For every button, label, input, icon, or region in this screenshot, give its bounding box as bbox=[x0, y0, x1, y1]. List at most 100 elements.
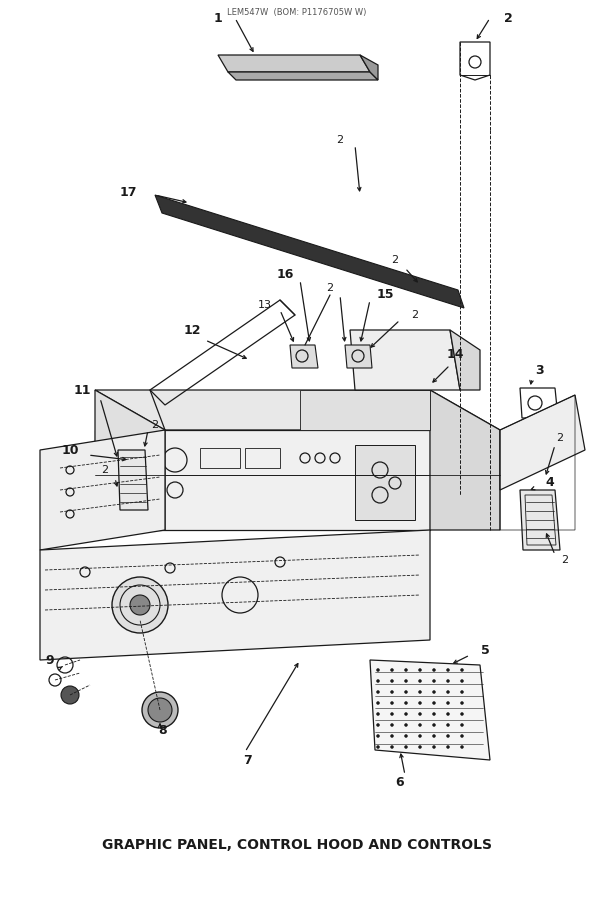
Circle shape bbox=[418, 701, 421, 705]
Circle shape bbox=[377, 713, 380, 716]
Polygon shape bbox=[520, 490, 560, 550]
Polygon shape bbox=[95, 430, 430, 530]
Text: GRAPHIC PANEL, CONTROL HOOD AND CONTROLS: GRAPHIC PANEL, CONTROL HOOD AND CONTROLS bbox=[102, 838, 492, 852]
Circle shape bbox=[418, 690, 421, 694]
Polygon shape bbox=[370, 660, 490, 760]
Polygon shape bbox=[95, 390, 165, 530]
Circle shape bbox=[390, 713, 393, 716]
Circle shape bbox=[433, 713, 436, 716]
Circle shape bbox=[433, 724, 436, 726]
Text: 5: 5 bbox=[481, 644, 489, 656]
Circle shape bbox=[418, 680, 421, 682]
Circle shape bbox=[446, 701, 449, 705]
Text: 2: 2 bbox=[392, 255, 399, 265]
Circle shape bbox=[461, 713, 464, 716]
Circle shape bbox=[377, 701, 380, 705]
Text: 2: 2 bbox=[562, 555, 569, 565]
Circle shape bbox=[148, 698, 172, 722]
Polygon shape bbox=[40, 430, 165, 550]
Circle shape bbox=[377, 734, 380, 737]
Polygon shape bbox=[155, 195, 464, 308]
Polygon shape bbox=[218, 55, 370, 72]
Circle shape bbox=[405, 724, 408, 726]
Polygon shape bbox=[118, 450, 148, 510]
Circle shape bbox=[446, 690, 449, 694]
Circle shape bbox=[446, 745, 449, 749]
Circle shape bbox=[112, 577, 168, 633]
Polygon shape bbox=[40, 530, 430, 660]
Circle shape bbox=[446, 680, 449, 682]
Circle shape bbox=[377, 745, 380, 749]
Circle shape bbox=[390, 690, 393, 694]
Circle shape bbox=[405, 669, 408, 671]
Text: 17: 17 bbox=[119, 186, 137, 200]
Text: 6: 6 bbox=[396, 777, 405, 789]
Text: 2: 2 bbox=[411, 310, 418, 320]
Circle shape bbox=[446, 713, 449, 716]
Text: LEM547W  (BOM: P1176705W W): LEM547W (BOM: P1176705W W) bbox=[227, 8, 367, 17]
Circle shape bbox=[433, 734, 436, 737]
Circle shape bbox=[390, 724, 393, 726]
Circle shape bbox=[461, 690, 464, 694]
Circle shape bbox=[461, 669, 464, 671]
Text: 4: 4 bbox=[546, 475, 555, 489]
Polygon shape bbox=[430, 390, 500, 530]
Text: 1: 1 bbox=[214, 12, 223, 24]
Circle shape bbox=[61, 686, 79, 704]
Circle shape bbox=[390, 745, 393, 749]
Circle shape bbox=[390, 734, 393, 737]
Polygon shape bbox=[345, 345, 372, 368]
Polygon shape bbox=[228, 72, 378, 80]
Polygon shape bbox=[360, 55, 378, 80]
Text: 9: 9 bbox=[46, 653, 54, 667]
Circle shape bbox=[461, 701, 464, 705]
Circle shape bbox=[433, 669, 436, 671]
Circle shape bbox=[433, 745, 436, 749]
Text: 8: 8 bbox=[159, 724, 167, 736]
Polygon shape bbox=[300, 390, 430, 430]
Text: 14: 14 bbox=[446, 348, 464, 362]
Circle shape bbox=[461, 680, 464, 682]
Polygon shape bbox=[450, 330, 480, 390]
Text: 16: 16 bbox=[276, 268, 294, 282]
Circle shape bbox=[446, 669, 449, 671]
Circle shape bbox=[418, 745, 421, 749]
Circle shape bbox=[446, 724, 449, 726]
Circle shape bbox=[418, 734, 421, 737]
Circle shape bbox=[390, 669, 393, 671]
Circle shape bbox=[418, 724, 421, 726]
Circle shape bbox=[461, 724, 464, 726]
Circle shape bbox=[405, 745, 408, 749]
Circle shape bbox=[405, 734, 408, 737]
Circle shape bbox=[418, 669, 421, 671]
Text: 15: 15 bbox=[376, 289, 394, 302]
Circle shape bbox=[461, 734, 464, 737]
Circle shape bbox=[433, 690, 436, 694]
Text: 2: 2 bbox=[327, 283, 334, 293]
Circle shape bbox=[461, 745, 464, 749]
Text: 2: 2 bbox=[152, 420, 158, 430]
Circle shape bbox=[405, 690, 408, 694]
Circle shape bbox=[433, 701, 436, 705]
Circle shape bbox=[377, 690, 380, 694]
Polygon shape bbox=[355, 445, 415, 520]
Text: 7: 7 bbox=[243, 753, 252, 767]
Circle shape bbox=[405, 713, 408, 716]
Circle shape bbox=[130, 595, 150, 615]
Circle shape bbox=[405, 680, 408, 682]
Text: 3: 3 bbox=[536, 364, 544, 376]
Circle shape bbox=[142, 692, 178, 728]
Text: 2: 2 bbox=[503, 12, 512, 24]
Text: 13: 13 bbox=[258, 300, 272, 310]
Circle shape bbox=[390, 680, 393, 682]
Text: 2: 2 bbox=[336, 135, 343, 145]
Polygon shape bbox=[500, 395, 585, 490]
Text: 11: 11 bbox=[73, 383, 91, 397]
Text: 2: 2 bbox=[556, 433, 563, 443]
Polygon shape bbox=[290, 345, 318, 368]
Circle shape bbox=[405, 701, 408, 705]
Circle shape bbox=[433, 680, 436, 682]
Circle shape bbox=[390, 701, 393, 705]
Circle shape bbox=[377, 680, 380, 682]
Text: 10: 10 bbox=[61, 444, 79, 456]
